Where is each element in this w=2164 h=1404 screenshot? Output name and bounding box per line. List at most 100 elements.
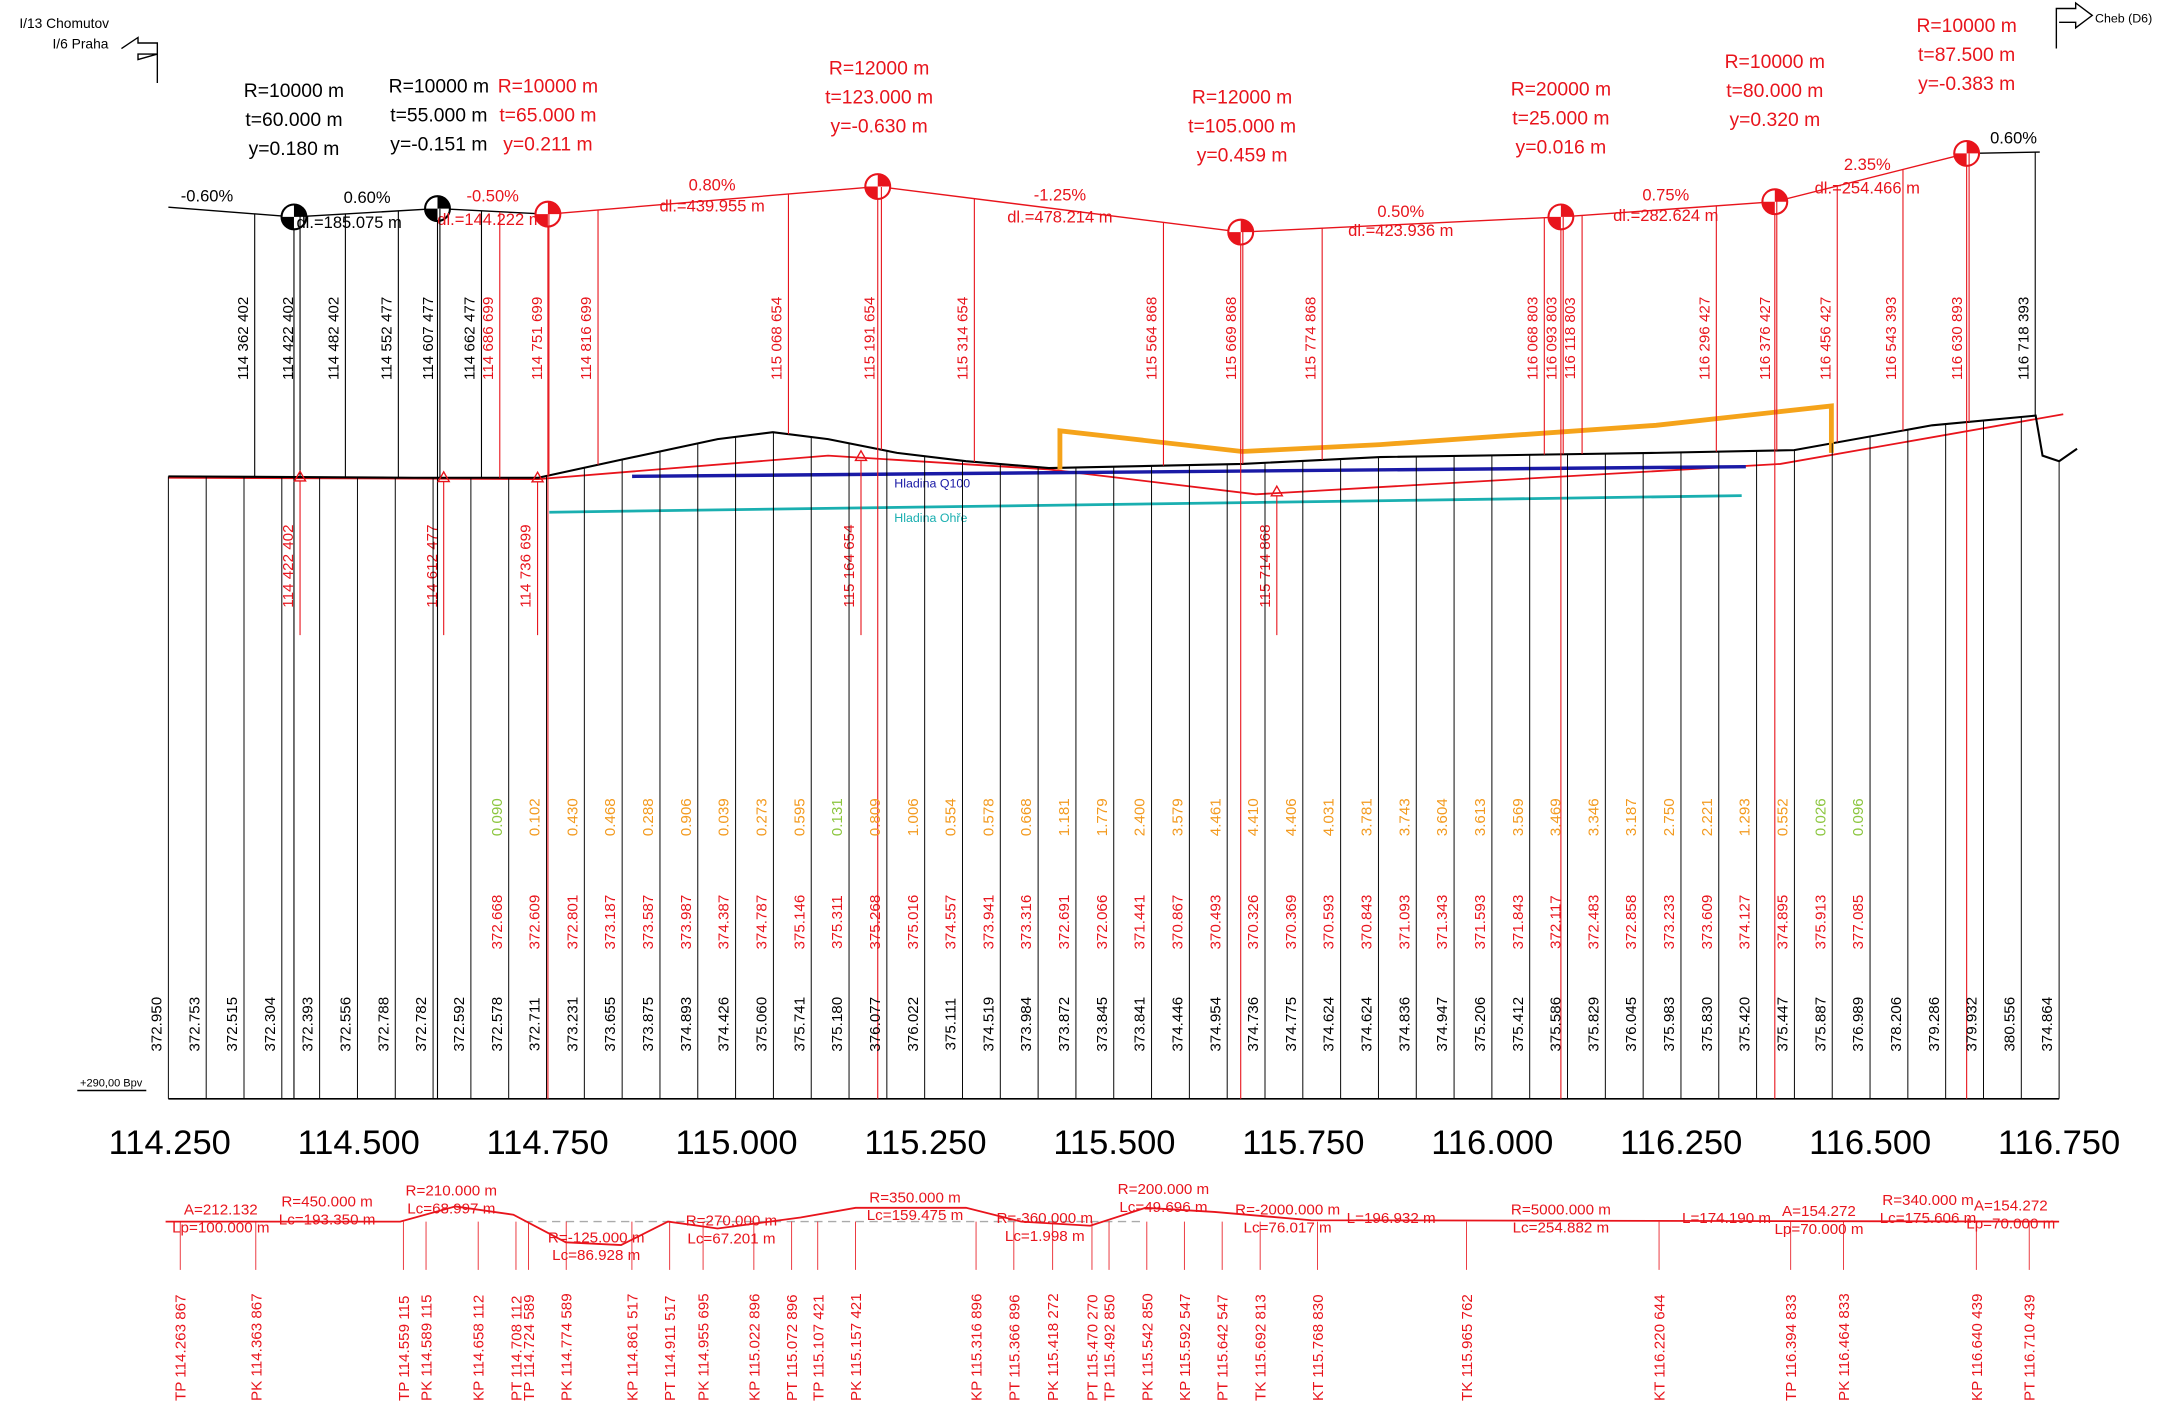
curve-symbol-fill (535, 201, 561, 227)
fill-depth: 1.293 (1737, 798, 1754, 836)
alignment-label: R=210.000 m (406, 1182, 498, 1199)
point-label: PK 114.955 695 (696, 1293, 713, 1401)
curve-R: R=12000 m (1192, 88, 1292, 109)
station-label: 115 564 868 (1144, 297, 1161, 380)
terrain-height: 376.045 (1623, 997, 1640, 1052)
design-height: 374.557 (943, 895, 960, 950)
alignment-label: R=450.000 m (281, 1193, 373, 1210)
station-label: 116 376 427 (1757, 297, 1774, 380)
station-label: 115 068 654 (769, 297, 786, 380)
design-height: 373.609 (1699, 895, 1716, 950)
terrain-height: 372.393 (300, 997, 317, 1052)
fill-depth: 2.750 (1661, 798, 1678, 836)
curve-t: t=60.000 m (245, 110, 342, 131)
design-height: 373.587 (640, 895, 657, 950)
curve-t: t=123.000 m (825, 88, 933, 109)
curve-R: R=12000 m (829, 59, 929, 80)
point-label: KP 115.316 896 (969, 1294, 986, 1401)
fill-depth: 2.221 (1699, 798, 1716, 836)
curve-t: t=87.500 m (1918, 45, 2015, 66)
station-axis-label: 116.250 (1620, 1124, 1742, 1162)
design-height: 370.493 (1207, 895, 1224, 950)
terrain-height: 374.947 (1434, 997, 1451, 1052)
terrain-height: 374.864 (2039, 997, 2056, 1052)
design-height: 375.016 (905, 895, 922, 950)
design-height: 371.441 (1132, 895, 1149, 950)
alignment-label: Lc=49.696 m (1119, 1199, 1207, 1216)
design-height: 372.668 (489, 895, 506, 950)
curve-y: y=-0.383 m (1918, 74, 2015, 95)
fill-depth: 3.187 (1623, 798, 1640, 836)
terrain-line (168, 414, 2078, 479)
design-height: 374.127 (1737, 895, 1754, 950)
station-axis-label: 116.750 (1998, 1124, 2120, 1162)
station-axis-label: 115.750 (1242, 1124, 1364, 1162)
terrain-height: 376.022 (905, 997, 922, 1052)
station-label: 115 314 654 (954, 297, 971, 380)
point-label: PK 115.157 421 (848, 1293, 865, 1401)
station-label: 114 607 477 (420, 297, 437, 380)
terrain-height: 380.556 (2001, 997, 2018, 1052)
design-height: 374.895 (1775, 895, 1792, 950)
fill-depth: 3.346 (1585, 798, 1602, 836)
alignment-label: Lc=76.017 m (1244, 1220, 1332, 1237)
curve-y: y=0.320 m (1729, 110, 1820, 131)
fill-depth: 0.131 (829, 798, 846, 836)
alignment-label: Lc=254.882 m (1513, 1220, 1610, 1237)
station-label: 114 662 477 (462, 297, 479, 380)
terrain-height: 374.893 (678, 997, 695, 1052)
terrain-height: 372.304 (262, 997, 279, 1052)
curve-t: t=25.000 m (1512, 108, 1609, 129)
fill-depth: 4.031 (1321, 798, 1338, 836)
point-label: PT 114.708 112 (508, 1296, 525, 1401)
point-label: PT 115.072 896 (784, 1294, 801, 1401)
alignment-line (165, 1205, 2060, 1246)
terrain-height: 373.875 (640, 997, 657, 1052)
point-label: KP 114.658 112 (471, 1295, 488, 1401)
grade: 0.50% (1377, 202, 1424, 221)
design-height: 372.609 (527, 895, 544, 950)
grade-length: dl.=282.624 m (1613, 206, 1718, 225)
curve-y: y=0.211 m (503, 135, 592, 156)
station-label: 114 751 699 (529, 297, 546, 380)
design-height: 371.593 (1472, 895, 1489, 950)
station-label: 116 718 393 (2015, 297, 2032, 380)
fill-depth: 0.552 (1775, 798, 1792, 836)
fill-depth: 0.468 (602, 798, 619, 836)
grade: -0.50% (466, 187, 519, 206)
fill-depth: 0.039 (716, 798, 733, 836)
terrain-height: 375.180 (829, 997, 846, 1052)
station-label: 115 191 654 (862, 297, 879, 380)
station-label: 114 552 477 (378, 297, 395, 380)
station-label: 114 422 402 (280, 297, 297, 380)
point-label: PK 114.589 115 (419, 1294, 436, 1401)
curve-symbol-fill (1954, 140, 1980, 166)
terrain-height: 372.782 (413, 997, 430, 1052)
fill-depth: 3.569 (1510, 798, 1527, 836)
design-height: 375.311 (829, 895, 846, 949)
design-height: 375.913 (1812, 895, 1829, 950)
left-direction: I/6 Praha (52, 37, 108, 52)
curve-y: y=-0.151 m (390, 135, 487, 156)
fill-depth: 0.809 (867, 798, 884, 836)
water-ohre-label: Hladina Ohře (894, 511, 967, 525)
design-height: 372.483 (1585, 895, 1602, 950)
fill-depth: 0.090 (489, 798, 506, 836)
station-label: 116 068 803 (1524, 297, 1541, 380)
terrain-height: 376.989 (1850, 997, 1867, 1052)
design-height: 375.268 (867, 895, 884, 950)
curve-R: R=20000 m (1511, 79, 1611, 100)
design-height: 373.233 (1661, 895, 1678, 950)
curve-R: R=10000 m (1725, 52, 1825, 73)
grade-length: dl.=144.222 m (437, 210, 542, 229)
terrain-height: 374.736 (1245, 997, 1262, 1052)
terrain-height: 375.206 (1472, 997, 1489, 1052)
point-label: TP 114.559 115 (396, 1296, 413, 1401)
curve-symbol-fill (1228, 219, 1254, 245)
point-label: TP 114.724 589 (521, 1294, 538, 1401)
station-axis-label: 115.000 (675, 1124, 797, 1162)
fill-depth: 0.096 (1850, 798, 1867, 836)
curve-R: R=10000 m (498, 77, 598, 98)
low-station-marker (854, 449, 868, 462)
terrain-height: 375.887 (1812, 997, 1829, 1052)
